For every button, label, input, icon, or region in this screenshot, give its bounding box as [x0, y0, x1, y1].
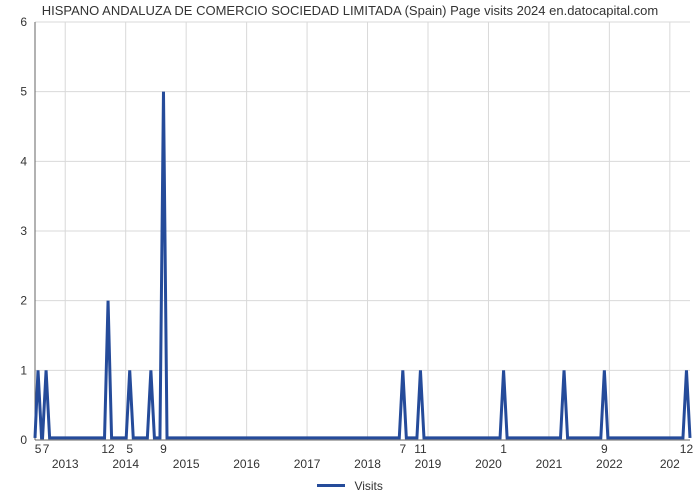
x-year-label: 2017 [294, 457, 321, 471]
peak-label: 12 [101, 442, 115, 456]
peak-label: 7 [43, 442, 50, 456]
x-year-label: 2018 [354, 457, 381, 471]
plot-svg: 0123456571259711191220132014201520162017… [35, 22, 690, 440]
x-year-label: 2019 [415, 457, 442, 471]
legend-swatch [317, 484, 345, 487]
y-tick-label: 5 [20, 85, 27, 99]
legend: Visits [0, 478, 700, 493]
y-tick-label: 6 [20, 15, 27, 29]
peak-label: 9 [601, 442, 608, 456]
y-tick-label: 0 [20, 433, 27, 447]
y-tick-label: 4 [20, 154, 27, 168]
peak-label: 12 [680, 442, 694, 456]
peak-label: 5 [35, 442, 42, 456]
peak-label: 7 [399, 442, 406, 456]
peak-label: 11 [414, 442, 427, 456]
x-year-label: 2015 [173, 457, 200, 471]
y-tick-label: 3 [20, 224, 27, 238]
x-year-label: 2013 [52, 457, 79, 471]
peak-label: 5 [126, 442, 133, 456]
peak-label: 9 [160, 442, 167, 456]
plot-area: 0123456571259711191220132014201520162017… [35, 22, 690, 440]
x-year-label: 2016 [233, 457, 260, 471]
legend-label: Visits [354, 479, 382, 493]
chart-stage: HISPANO ANDALUZA DE COMERCIO SOCIEDAD LI… [0, 0, 700, 500]
y-tick-label: 1 [20, 363, 27, 377]
x-year-label: 2022 [596, 457, 623, 471]
y-tick-label: 2 [20, 294, 27, 308]
x-year-label: 202 [660, 457, 680, 471]
x-year-label: 2020 [475, 457, 502, 471]
x-year-label: 2014 [112, 457, 139, 471]
chart-title: HISPANO ANDALUZA DE COMERCIO SOCIEDAD LI… [0, 3, 700, 18]
peak-label: 1 [500, 442, 507, 456]
x-year-label: 2021 [536, 457, 563, 471]
